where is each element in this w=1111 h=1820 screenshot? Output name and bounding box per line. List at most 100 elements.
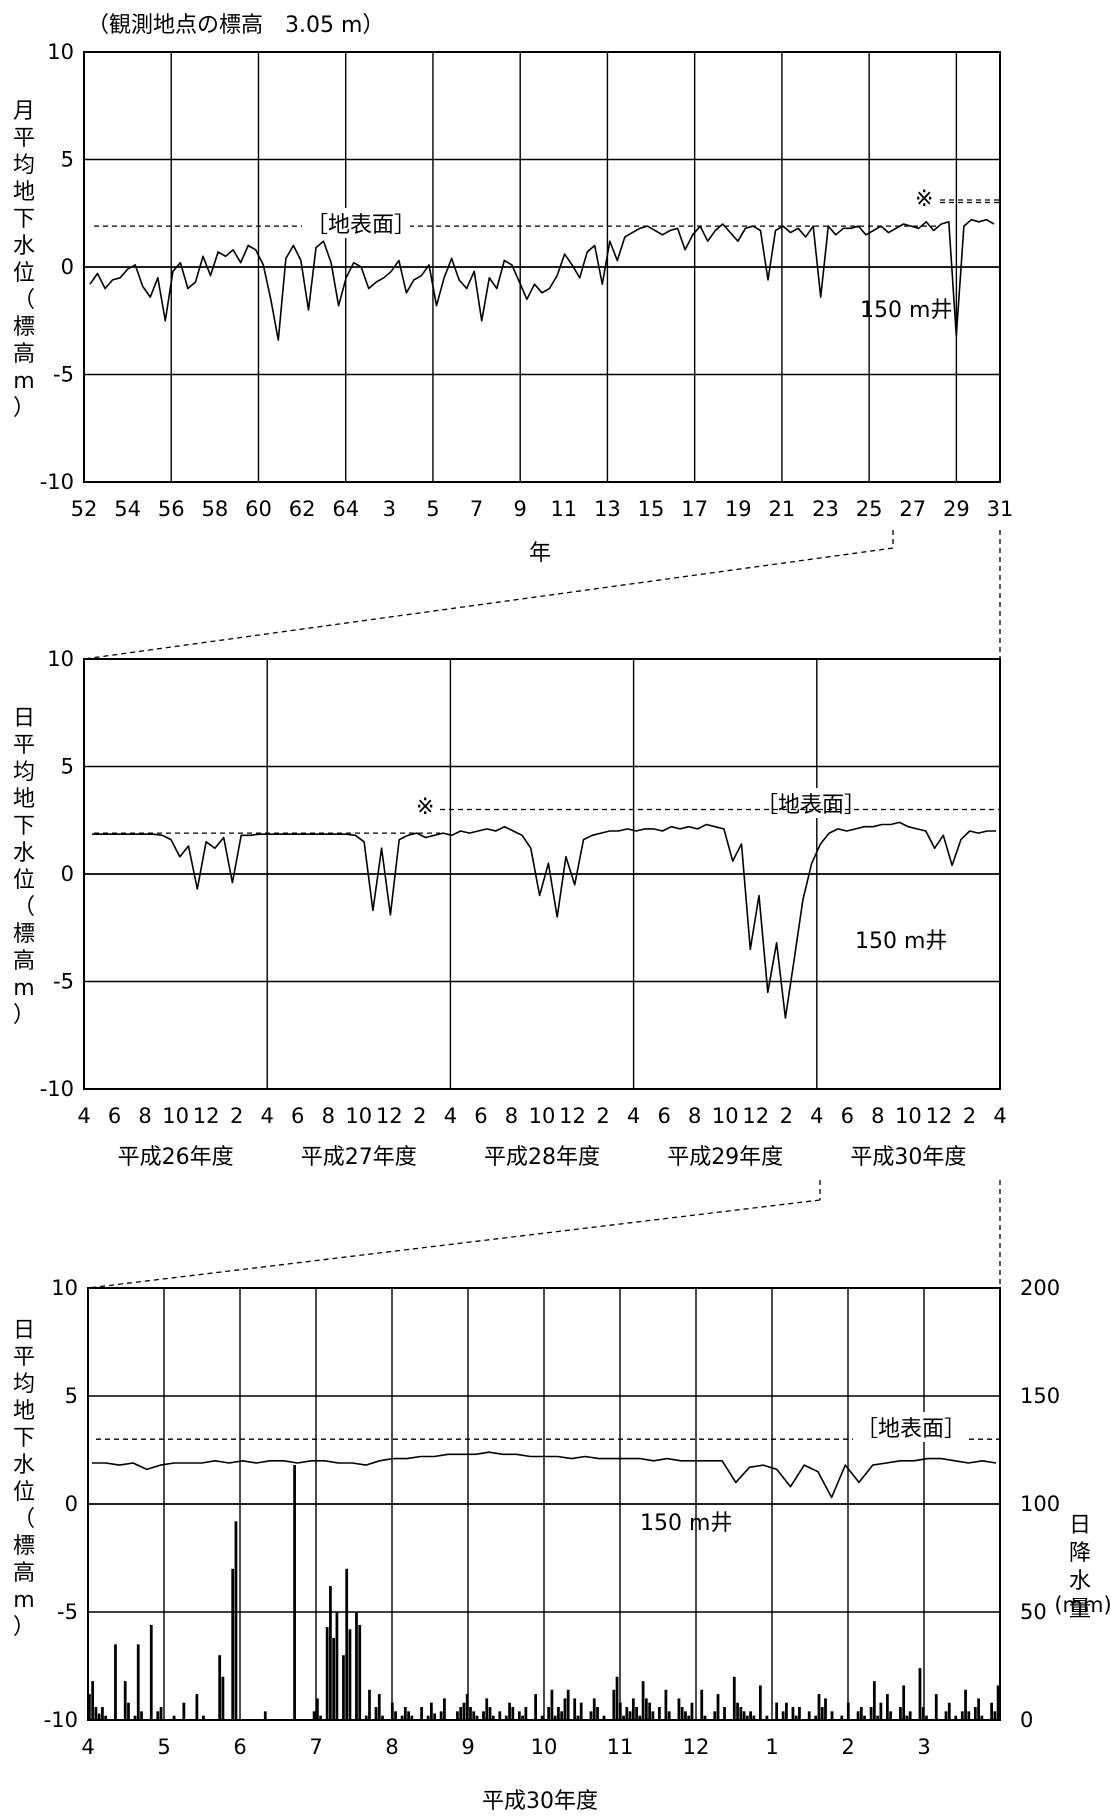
y-axis-label-char: （	[13, 895, 35, 920]
x-tick-label: 11	[607, 1735, 634, 1759]
chart-monthly-groundwater: 10 5 0 -5 -10 52 54 56 58 60 62 64 3 5 7 9 11 13 15 17 19 21…	[13, 40, 1013, 566]
precip-bar	[221, 1676, 225, 1720]
precip-bar	[410, 1715, 414, 1720]
precip-bar	[889, 1711, 893, 1720]
precip-bar	[485, 1698, 489, 1720]
x-tick-label: 15	[638, 497, 665, 521]
x-tick-label: 17	[681, 497, 708, 521]
precip-bar	[954, 1715, 958, 1720]
y2-tick-label: 0	[1020, 1708, 1033, 1732]
precip-bar	[742, 1711, 746, 1720]
precip-bar	[791, 1707, 795, 1720]
precip-bar	[713, 1711, 717, 1720]
x-tick-label: 10	[162, 1104, 189, 1128]
y-axis-label-char: 平	[13, 733, 35, 758]
y-tick-label: 10	[47, 647, 74, 671]
precip-bar	[156, 1711, 160, 1720]
chart2-y-axis-label: 日平均地下水位（標高 m）	[13, 706, 35, 1028]
precip-bar	[430, 1702, 433, 1720]
precip-bar	[504, 1715, 508, 1720]
chart1-plot-frame	[83, 51, 1001, 483]
precip-bar	[231, 1568, 235, 1720]
precip-bar	[149, 1624, 153, 1720]
precip-bar	[368, 1689, 371, 1720]
precip-bar	[592, 1698, 596, 1720]
precip-bar	[615, 1676, 619, 1720]
precip-bar	[641, 1681, 645, 1720]
precip-bar	[703, 1715, 707, 1720]
x-tick-label: 21	[769, 497, 796, 521]
precip-bar	[651, 1711, 655, 1720]
x-tick-label: 8	[688, 1104, 701, 1128]
fiscal-year-label: 平成28年度	[484, 1145, 600, 1170]
precip-bar	[918, 1668, 922, 1720]
precip-bar	[550, 1689, 554, 1720]
y-axis-label-char: 均	[13, 760, 35, 785]
precip-bar	[960, 1711, 964, 1720]
y-axis-label-char: 日	[1069, 1513, 1091, 1538]
precip-bar	[687, 1715, 691, 1720]
precip-bar	[732, 1676, 736, 1720]
x-tick-label: 12	[193, 1104, 220, 1128]
x-tick-label: 8	[138, 1104, 151, 1128]
precip-bar	[716, 1694, 720, 1720]
y-axis-label-char: 下	[13, 814, 35, 839]
x-tick-label: 4	[261, 1104, 274, 1128]
x-tick-label: 12	[559, 1104, 586, 1128]
precip-bar	[94, 1707, 98, 1720]
fiscal-year-label: 平成26年度	[118, 1145, 234, 1170]
chart1-well-label: 150 m井	[860, 298, 952, 323]
y2-tick-label: 150	[1020, 1384, 1060, 1408]
chart3-x-tick-labels: 4 5 6 7 8 9 10 11 12 1 2 3	[81, 1735, 930, 1759]
precip-bar	[517, 1711, 521, 1720]
y-tick-label: 10	[51, 1276, 78, 1300]
precip-bar	[576, 1715, 580, 1720]
chart3-grid	[88, 1288, 1000, 1720]
chart3-series-line	[92, 1451, 997, 1499]
precip-bar	[136, 1644, 140, 1720]
x-tick-label: 6	[841, 1104, 854, 1128]
y-axis-label-char: ）	[13, 1615, 35, 1640]
precip-bar	[644, 1698, 648, 1720]
precip-bar	[123, 1681, 127, 1720]
y-axis-label-char: 量	[1069, 1597, 1091, 1622]
x-tick-label: 12	[742, 1104, 769, 1128]
precip-bar	[345, 1568, 349, 1720]
precip-bar	[498, 1711, 502, 1720]
precip-bar	[876, 1715, 879, 1720]
chart2-y-tick-labels: 10 5 0 -5 -10	[40, 647, 74, 1101]
chart2-x-tick-labels: 4 6 8 10 12 2 4 6 8 10 12 2 4 6 8 10 12 2 4 6 8 10 12 2 4 6 8 10 12 2…	[77, 1104, 1006, 1128]
x-tick-label: 12	[376, 1104, 403, 1128]
x-tick-label: 52	[71, 497, 98, 521]
precip-bar	[967, 1711, 971, 1720]
chart2-well-label: 150 m井	[855, 929, 947, 954]
x-tick-label: 54	[114, 497, 141, 521]
precip-bar	[524, 1707, 528, 1720]
precip-bar	[104, 1715, 108, 1720]
y-axis-label-char: 標	[13, 315, 35, 340]
precip-bar	[908, 1711, 912, 1720]
precip-bar	[355, 1612, 358, 1720]
x-tick-label: 10	[895, 1104, 922, 1128]
y-axis-label-char: 均	[13, 1372, 35, 1397]
y-axis-label-char: ）	[13, 1003, 35, 1028]
precip-bar	[312, 1711, 316, 1720]
precip-bar	[830, 1711, 834, 1720]
y-axis-label-char: 平	[13, 126, 35, 151]
precip-bar	[426, 1715, 430, 1720]
chart2-plot-frame	[83, 658, 1001, 1090]
precip-bar	[625, 1707, 629, 1720]
precip-bar	[886, 1694, 889, 1720]
precip-bar	[202, 1715, 205, 1720]
precip-bar	[140, 1711, 143, 1720]
y-tick-label: 0	[61, 255, 74, 279]
precip-bar	[263, 1711, 267, 1720]
chart3-y-axis-label: 日平均地下水位（標高 m）	[13, 1318, 35, 1640]
precip-bar	[612, 1689, 616, 1720]
precip-bar	[91, 1681, 95, 1720]
precip-bar	[745, 1715, 749, 1720]
y-axis-label-char: 下	[13, 1426, 35, 1451]
chart1-surface-label: ［地表面］	[306, 213, 416, 238]
precip-bar	[635, 1707, 638, 1720]
